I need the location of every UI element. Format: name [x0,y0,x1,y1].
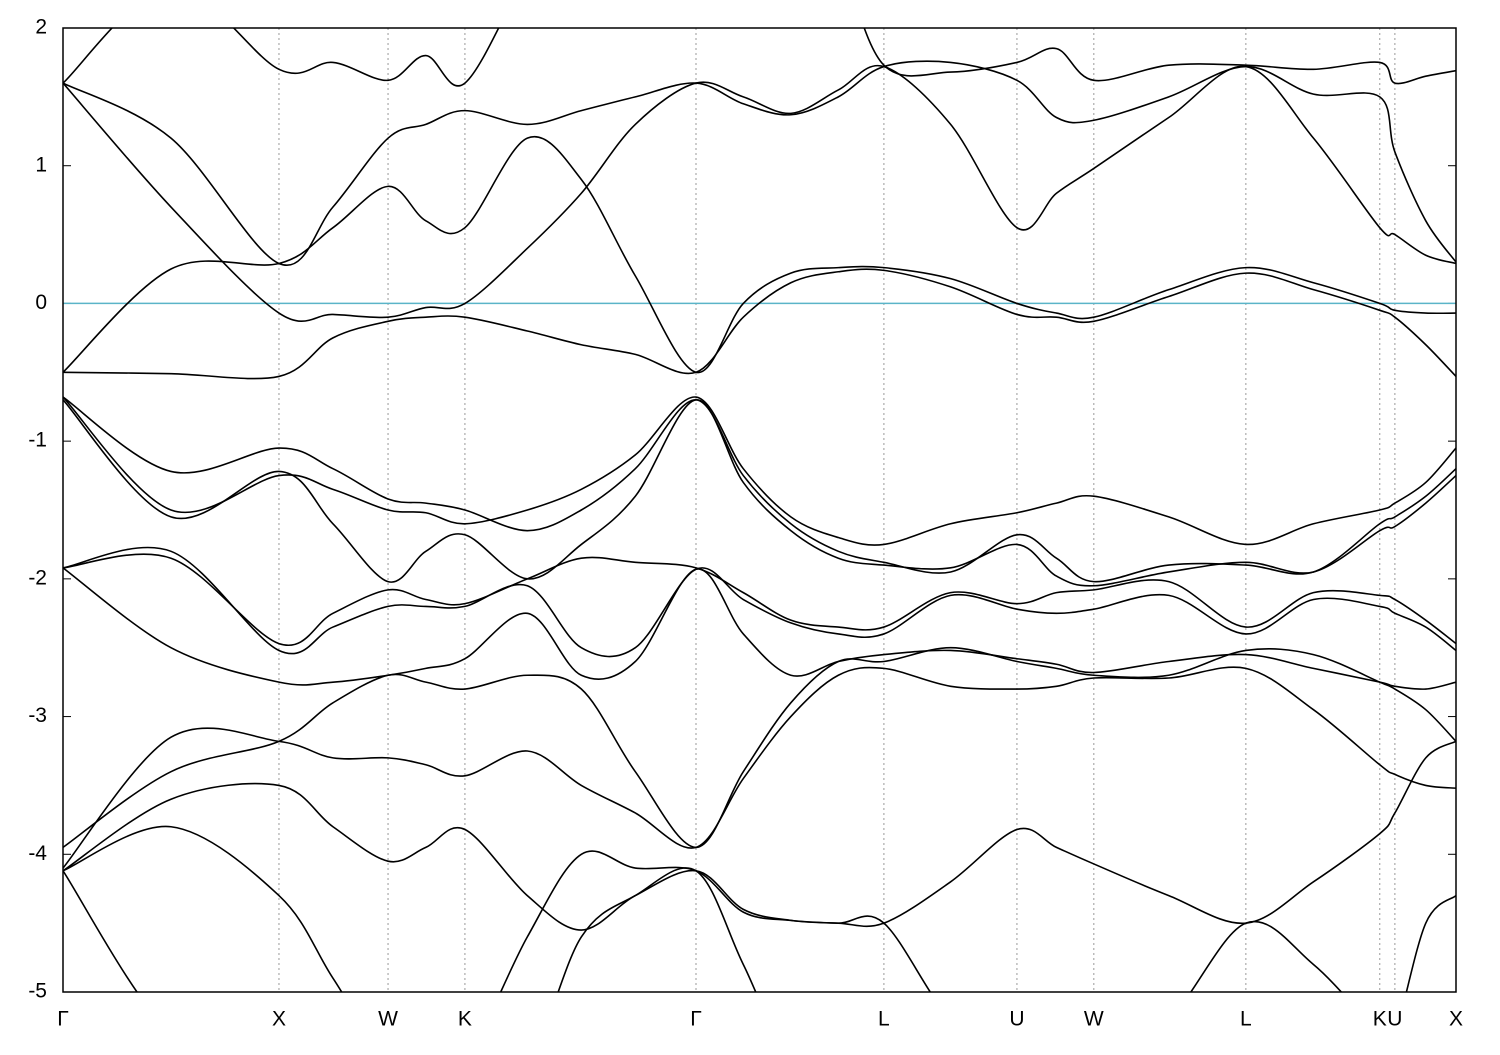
y-tick-label: 2 [35,16,47,39]
band-line [63,546,1456,658]
band-line [63,28,1456,87]
y-tick-label: 1 [35,153,47,176]
band-line [63,666,1456,869]
band-line [63,135,1456,374]
y-tick-label: -5 [28,980,47,1003]
band-line [63,396,1456,546]
x-tick-label: K [458,1008,472,1031]
x-tick-label: W [378,1008,398,1031]
band-line [63,64,1456,323]
x-tick-label: Γ [57,1008,69,1031]
bands [63,28,1456,992]
band-line [63,553,1456,647]
x-tick-label: U [1387,1008,1402,1031]
y-tick-label: -4 [28,842,47,865]
x-tick-label: X [1449,1008,1463,1031]
band-line [63,825,1456,992]
x-tick-label: L [1240,1008,1252,1031]
x-tick-label: L [878,1008,890,1031]
plot-frame [62,27,1457,993]
band-line [63,396,1456,583]
band-line [63,399,1456,587]
band-line [63,646,1456,849]
x-tick-label: W [1084,1008,1104,1031]
band-line [63,268,1456,380]
y-tick-label: -3 [28,704,47,727]
y-tick-label: 0 [35,291,47,314]
x-tick-label: U [1009,1008,1024,1031]
x-tick-label: X [272,1008,286,1031]
x-tick-label: K [1373,1008,1387,1031]
y-tick-label: -1 [28,429,47,452]
band-line [63,60,1456,267]
x-tick-label: Γ [690,1008,702,1031]
y-tick-label: -2 [28,566,47,589]
